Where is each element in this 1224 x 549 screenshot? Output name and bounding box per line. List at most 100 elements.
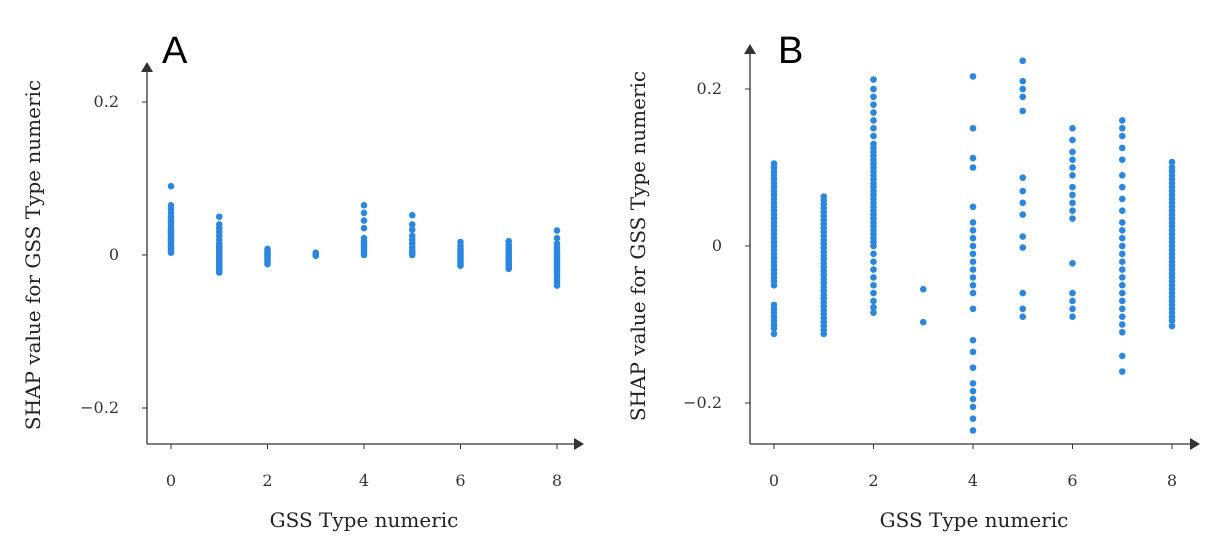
panel-b-scatter-point — [870, 266, 877, 273]
panel-b-scatter-point — [919, 285, 927, 293]
panel-b-scatter-point — [870, 109, 877, 116]
panel-a-label: A — [162, 30, 188, 72]
panel-b-scatter-point — [1118, 144, 1126, 152]
panel-b-scatter-point — [1118, 329, 1126, 336]
panel-b-x-tick-label: 0 — [769, 471, 779, 490]
panel-b-scatter-point — [1019, 313, 1027, 320]
panel-a-scatter-point — [408, 221, 416, 228]
panel-b-scatter-point — [870, 309, 877, 317]
panel-b-scatter-point — [870, 85, 877, 93]
panel-b-scatter-point — [870, 250, 877, 258]
panel-b-scatter-point — [1168, 322, 1176, 330]
panel-b-scatter-point — [1069, 136, 1076, 144]
panel-a-scatter-point — [553, 234, 561, 242]
panel-b-scatter-point — [1118, 368, 1126, 375]
panel-b-scatter-point — [870, 289, 877, 297]
panel-b-scatter-point — [1168, 158, 1176, 166]
panel-b-scatter-point — [870, 132, 877, 140]
panel-a-scatter-point — [167, 182, 175, 190]
panel-b-scatter-point — [1118, 321, 1126, 328]
panel-b-scatter-point — [1118, 274, 1126, 281]
panel-a-x-tick-label: 4 — [359, 471, 369, 490]
panel-b-y-tick-label: 0 — [712, 236, 722, 255]
panel-b-scatter-point — [969, 258, 977, 266]
panel-b-scatter-point — [969, 73, 977, 80]
panel-b-scatter-point — [969, 395, 977, 403]
panel-a-scatter-point — [167, 249, 175, 257]
panel-a-x-axis-title: GSS Type numeric — [270, 508, 459, 532]
panel-a-scatter-point — [408, 211, 416, 219]
panel-b-scatter-point — [969, 403, 977, 411]
panel-b-scatter-point — [1118, 172, 1126, 179]
panel-a: A 0 2 4 6 8 −0.2 0 0.2 GSS Type numeric SHAP v… — [21, 30, 584, 532]
panel-b-x-tick-label: 4 — [968, 471, 978, 490]
panel-b-scatter-point — [969, 203, 977, 211]
panel-b-scatter-point — [969, 364, 977, 371]
panel-a-scatter-point — [360, 201, 368, 209]
panel-b-scatter-point — [1118, 183, 1126, 191]
panel-b-x-tick-label: 2 — [868, 471, 878, 490]
panel-a-scatter-point — [215, 269, 223, 276]
panel-b-scatter-point — [870, 242, 877, 250]
panel-b-scatter-point — [1118, 313, 1126, 320]
panel-b-x-ticks: 0 2 4 6 8 — [769, 444, 1177, 490]
panel-a-scatter-point — [264, 260, 271, 268]
panel-b-scatter-point — [1118, 289, 1126, 297]
panel-b-scatter-point — [870, 297, 877, 305]
panel-b-scatter-point — [1069, 215, 1076, 222]
panel-b-y-axis-arrow — [744, 44, 756, 54]
panel-b-x-tick-label: 8 — [1167, 471, 1177, 490]
panel-b-scatter-point — [969, 242, 977, 250]
panel-b-scatter-point — [1019, 77, 1027, 85]
panel-b-scatter-point — [1019, 107, 1027, 115]
panel-a-scatter-point — [505, 265, 513, 273]
panel-a-y-axis-arrow — [141, 62, 153, 72]
panel-b-scatter-point — [1069, 289, 1076, 297]
panel-b-x-tick-label: 6 — [1067, 471, 1077, 490]
panel-b-scatter-point — [1118, 207, 1126, 214]
panel-b-scatter-point — [1069, 207, 1076, 214]
panel-b-scatter-point — [969, 124, 977, 132]
panel-a-scatter-point — [408, 251, 416, 259]
panel-b-scatter-point — [1069, 259, 1076, 267]
panel-b-y-ticks: −0.2 0 0.2 — [683, 79, 750, 412]
panel-b-scatter-point — [1019, 305, 1027, 313]
panel-b-scatter-point — [1118, 258, 1126, 266]
panel-b-scatter-point — [1118, 124, 1126, 132]
panel-b-scatter-point — [870, 93, 877, 101]
panel-b-scatter-point — [1118, 305, 1126, 313]
panel-b-points — [770, 57, 1176, 434]
panel-a-scatter-point — [360, 224, 368, 232]
panel-b-scatter-point — [870, 124, 877, 132]
panel-b-scatter-point — [1019, 199, 1027, 207]
panel-b-scatter-point — [1118, 297, 1126, 305]
panel-b-scatter-point — [1019, 57, 1027, 65]
panel-b-scatter-point — [969, 336, 977, 344]
panel-b-scatter-point — [870, 117, 877, 124]
panel-b-scatter-point — [1069, 313, 1076, 320]
panel-a-scatter-point — [360, 217, 368, 224]
panel-b-scatter-point — [1118, 281, 1126, 289]
panel-b-scatter-point — [1118, 117, 1126, 124]
panel-b-scatter-point — [969, 305, 977, 313]
panel-b-scatter-point — [969, 219, 977, 226]
panel-b-scatter-point — [969, 274, 977, 281]
panel-b-scatter-point — [1118, 352, 1126, 360]
panel-b-scatter-point — [1069, 297, 1076, 305]
panel-b-y-axis-title: SHAP value for GSS Type numeric — [626, 71, 650, 421]
panel-b-scatter-point — [870, 76, 877, 83]
panel-b-scatter-point — [870, 101, 877, 108]
panel-b-scatter-point — [1118, 266, 1126, 273]
panel-b-scatter-point — [1069, 191, 1076, 199]
panel-b-scatter-point — [1019, 85, 1027, 93]
panel-a-scatter-point — [360, 209, 368, 217]
panel-b-scatter-point — [1019, 211, 1027, 218]
panel-a-y-tick-label: −0.2 — [80, 398, 119, 417]
panel-b-scatter-point — [969, 380, 977, 387]
panel-a-scatter-point — [408, 226, 416, 234]
panel-a-x-tick-label: 0 — [166, 471, 176, 490]
panel-b-scatter-point — [969, 415, 977, 423]
panel-b-scatter-point — [770, 330, 778, 338]
panel-b-scatter-point — [969, 227, 977, 234]
